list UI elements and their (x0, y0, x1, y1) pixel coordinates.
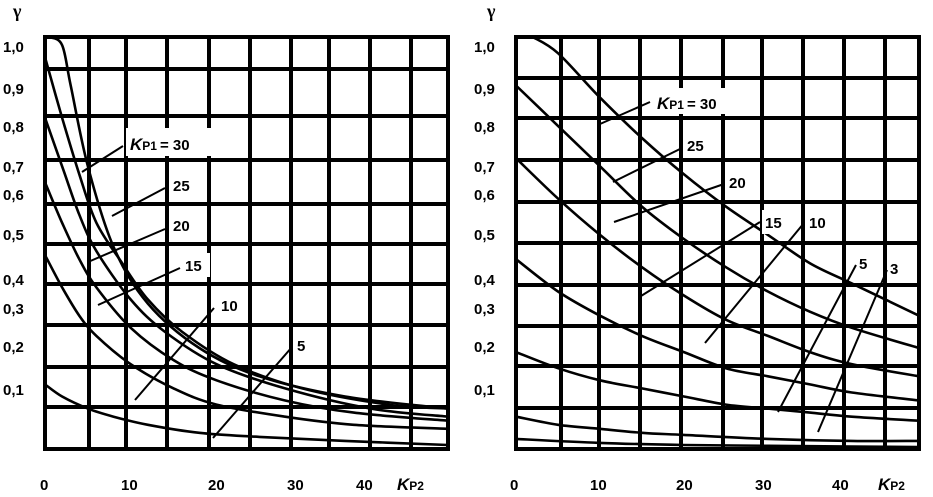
left-x-tick-label: 0 (40, 477, 48, 494)
left-y-axis-title: γ (12, 1, 22, 21)
right-y-tick-label: 1,0 (474, 39, 495, 56)
left-curve-kp1-15 (45, 181, 448, 422)
right-series-label-3: 3 (890, 261, 898, 278)
right-label-bg-20 (726, 170, 754, 194)
left-x-tick-label: 30 (287, 477, 304, 494)
left-series-label-30: KP1 = 30 (130, 135, 190, 154)
right-label-leader (599, 101, 651, 125)
left-label-leader (87, 228, 166, 263)
left-curve-kp1-5 (45, 383, 448, 447)
right-label-leader (640, 221, 761, 297)
right-x-tick-label: 30 (755, 477, 772, 494)
right-y-tick-label: 0,4 (474, 272, 496, 289)
right-series-label-box (652, 88, 748, 114)
left-y-tick-label: 0,2 (3, 339, 24, 356)
right-curves (516, 37, 919, 449)
right-curve-kp1-15 (516, 258, 919, 402)
left-y-tick-label: 0,8 (3, 119, 24, 136)
left-curve-kp1-20 (45, 117, 448, 418)
left-label-leader (212, 346, 293, 439)
right-y-tick-label: 0,3 (474, 301, 495, 318)
left-label-leader (97, 267, 181, 306)
left-x-tick-label: 20 (208, 477, 225, 494)
left-y-tick-label: 0,6 (3, 187, 24, 204)
right-y-tick-labels: 0,1 0,2 0,3 0,4 0,5 0,6 0,7 0,8 0,9 1,0 (474, 39, 496, 399)
right-x-tick-label: 10 (590, 477, 607, 494)
left-leader-lines (81, 145, 293, 439)
left-y-tick-label: 0,7 (3, 159, 24, 176)
right-label-leader (777, 264, 857, 413)
left-series-label-box (126, 128, 238, 156)
right-label-bg-25 (684, 133, 712, 157)
left-x-axis-title: KP2 (397, 475, 424, 494)
right-y-tick-label: 0,8 (474, 119, 495, 136)
left-y-tick-label: 0,3 (3, 301, 24, 318)
left-series-label-10: 10 (221, 298, 238, 315)
left-curve-kp1-25 (45, 56, 448, 410)
right-x-tick-labels: 0 10 20 30 40 (510, 477, 849, 494)
right-chart: 0,1 0,2 0,3 0,4 0,5 0,6 0,7 0,8 0,9 1,0 0 10 20 30 40… (474, 1, 921, 494)
right-leader-lines (599, 101, 888, 433)
right-label-leader (817, 269, 888, 433)
right-label-leader (613, 183, 725, 223)
left-y-tick-label: 0,9 (3, 81, 24, 98)
left-label-bg-20 (170, 213, 198, 237)
right-y-tick-label: 0,7 (474, 159, 495, 176)
left-series-label-5: 5 (297, 338, 305, 355)
right-label-bg-3 (888, 257, 904, 279)
left-grid (45, 37, 448, 449)
right-y-tick-label: 0,2 (474, 339, 495, 356)
right-series-label-30: KP1 = 30 (657, 94, 717, 113)
left-y-tick-label: 1,0 (3, 39, 24, 56)
right-label-bg-5 (857, 252, 873, 274)
left-label-leader (81, 145, 124, 173)
left-y-tick-labels: 0,1 0,2 0,3 0,4 0,5 0,6 0,7 0,8 0,9 1,0 (3, 39, 25, 399)
right-label-leader (704, 222, 805, 344)
left-y-tick-label: 0,4 (3, 272, 25, 289)
left-y-tick-label: 0,5 (3, 227, 24, 244)
left-label-leader (111, 187, 166, 217)
right-y-tick-label: 0,6 (474, 187, 495, 204)
left-curve-kp1-10 (45, 254, 448, 431)
left-x-tick-label: 10 (121, 477, 138, 494)
right-series-label-10: 10 (809, 215, 826, 232)
right-y-tick-label: 0,1 (474, 382, 495, 399)
right-curve-kp1-5 (516, 415, 919, 443)
left-chart: 0,1 0,2 0,3 0,4 0,5 0,6 0,7 0,8 0,9 1,0 0 10 20 30 40… (3, 1, 450, 494)
left-x-tick-labels: 0 10 20 30 40 (40, 477, 373, 494)
right-series-label-5: 5 (859, 256, 867, 273)
right-x-tick-label: 0 (510, 477, 518, 494)
right-x-tick-label: 20 (676, 477, 693, 494)
left-series-label-20: 20 (173, 218, 190, 235)
left-curves (45, 37, 448, 447)
right-y-axis-title: γ (486, 1, 496, 21)
left-label-bg-5 (295, 333, 313, 357)
right-label-bg-10 (806, 210, 834, 234)
right-label-leader (612, 147, 683, 183)
right-y-tick-label: 0,5 (474, 227, 495, 244)
right-x-tick-label: 40 (832, 477, 849, 494)
left-label-leader (134, 307, 215, 401)
left-series-label-15: 15 (185, 258, 202, 275)
left-label-bg-25 (170, 173, 198, 197)
left-label-bg-10 (218, 293, 246, 317)
right-series-label-15: 15 (765, 215, 782, 232)
left-x-tick-label: 40 (356, 477, 373, 494)
right-curve-kp1-20 (516, 157, 919, 378)
left-series-label-25: 25 (173, 178, 190, 195)
left-label-bg-15 (182, 253, 210, 277)
left-y-tick-label: 0,1 (3, 382, 24, 399)
right-series-label-25: 25 (687, 138, 704, 155)
right-label-bg-15 (762, 210, 790, 234)
right-curve-kp1-30 (532, 37, 919, 317)
right-curve-kp1-3 (516, 437, 919, 449)
right-curve-kp1-10 (516, 350, 919, 422)
right-x-axis-title: KP2 (878, 475, 905, 494)
right-y-tick-label: 0,9 (474, 81, 495, 98)
right-series-label-20: 20 (729, 175, 746, 192)
